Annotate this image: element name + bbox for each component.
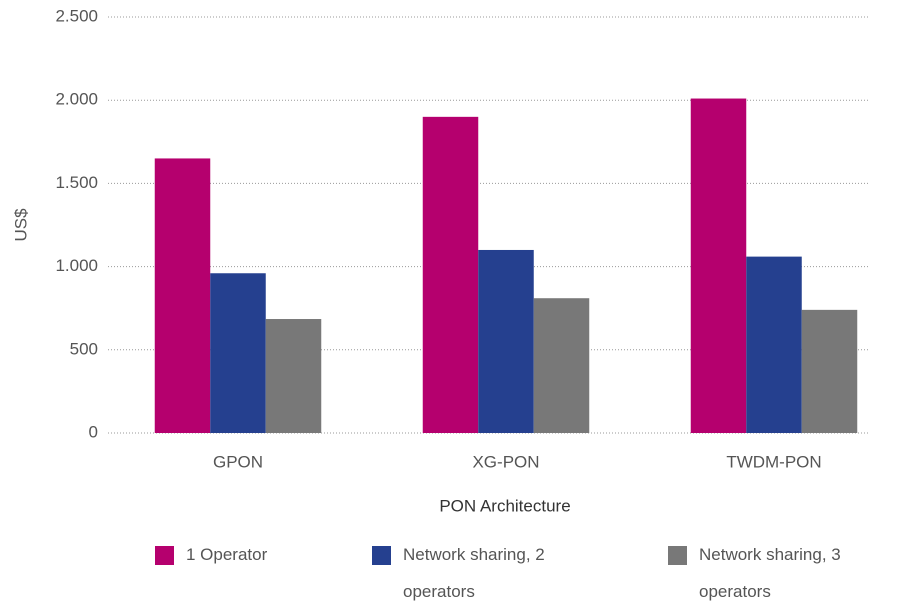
y-tick-label: 1.500 <box>55 173 98 192</box>
bar <box>746 256 802 433</box>
bar <box>422 116 479 433</box>
y-tick-label: 2.500 <box>55 6 98 25</box>
bar <box>154 158 211 433</box>
y-tick-label: 500 <box>70 339 98 358</box>
bar <box>533 298 590 433</box>
y-tick-label: 0 <box>89 422 98 441</box>
bar <box>690 98 747 433</box>
y-axis-label: US$ <box>11 208 30 242</box>
x-axis-label: PON Architecture <box>439 496 570 515</box>
legend-item: 1 Operator <box>155 545 356 573</box>
y-tick-label: 1.000 <box>55 256 98 275</box>
legend-swatch <box>372 546 391 565</box>
bar <box>265 319 322 433</box>
legend-label: Network sharing, 3 operators <box>699 545 841 601</box>
legend-label: Network sharing, 2 operators <box>403 545 545 601</box>
legend-swatch <box>155 546 174 565</box>
x-tick-label: TWDM-PON <box>726 452 821 471</box>
y-tick-label: 2.000 <box>55 90 98 109</box>
legend-label: 1 Operator <box>186 545 268 564</box>
legend-item: Network sharing, 2 operators <box>372 545 573 603</box>
bar <box>210 273 266 433</box>
bar <box>478 249 534 433</box>
x-tick-label: GPON <box>213 452 263 471</box>
legend-swatch <box>668 546 687 565</box>
legend-item: Network sharing, 3 operators <box>668 545 869 603</box>
bar <box>801 309 858 433</box>
x-tick-label: XG-PON <box>472 452 539 471</box>
